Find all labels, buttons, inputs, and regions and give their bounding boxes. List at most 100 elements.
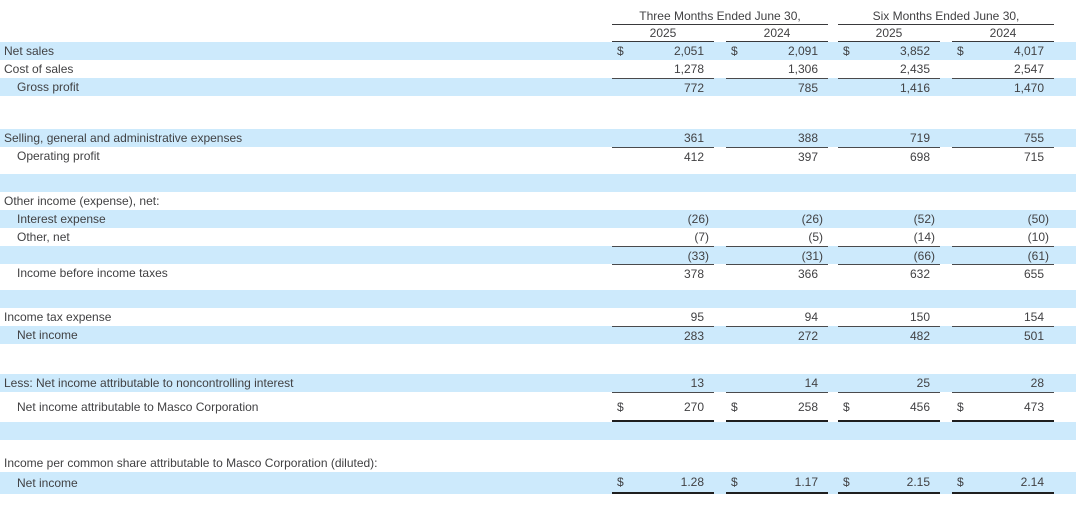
row-label: Selling, general and administrative expe…: [4, 131, 243, 145]
value-cell: 2,435: [838, 60, 940, 78]
value-cell: 378: [612, 264, 714, 282]
spacer-row: [0, 344, 1076, 374]
column-gap: [828, 210, 838, 228]
table-row: Other, net (7) (5) (14) (10): [0, 228, 1076, 246]
value-cell: 95: [612, 308, 714, 326]
row-label: Net income attributable to Masco Corpora…: [17, 400, 259, 414]
row-right-filler: [1054, 8, 1076, 25]
table-row: Income tax expense 95 94 150 154: [0, 308, 1076, 326]
value-cell: [726, 454, 828, 472]
row-label: Operating profit: [17, 149, 100, 163]
value-cell: $270: [612, 392, 714, 422]
cell-value: 2,435: [899, 62, 930, 76]
value-cell: (31): [726, 246, 828, 264]
column-gap: [828, 472, 838, 494]
column-gap: [828, 192, 838, 210]
column-gap: [828, 246, 838, 264]
cell-value: 412: [683, 149, 704, 164]
column-gap: [828, 228, 838, 246]
cell-value: 95: [690, 310, 704, 324]
value-cell: [838, 192, 940, 210]
cell-value: 655: [1023, 266, 1044, 281]
spacer-row: [0, 290, 1076, 308]
header-label-spacer: [0, 8, 612, 25]
table-row: Net income attributable to Masco Corpora…: [0, 392, 1076, 422]
header-label-spacer: [0, 25, 612, 42]
cell-value: 456: [909, 399, 930, 414]
cell-value: 2,547: [1013, 62, 1044, 76]
column-gap: [828, 326, 838, 344]
column-gap: [940, 326, 952, 344]
value-cell: 715: [952, 147, 1054, 165]
value-cell: (10): [952, 228, 1054, 246]
row-label: Gross profit: [17, 80, 80, 94]
value-cell: 366: [726, 264, 828, 282]
cell-value: 473: [1023, 399, 1044, 414]
currency-symbol: $: [843, 475, 850, 489]
cell-value: 632: [909, 266, 930, 281]
row-label: Interest expense: [17, 212, 106, 226]
column-gap: [940, 42, 952, 60]
cell-value: 13: [690, 376, 704, 390]
currency-symbol: $: [843, 399, 850, 414]
column-gap: [714, 246, 726, 264]
cell-value: 785: [797, 80, 818, 95]
row-right-filler: [1054, 147, 1076, 165]
year-label-6mo-2024: 2024: [952, 25, 1054, 42]
value-cell: $3,852: [838, 42, 940, 60]
cell-value: 698: [909, 149, 930, 164]
cell-value: 1,278: [673, 62, 704, 76]
table-row: Net income $1.28 $1.17 $2.15 $2.14: [0, 472, 1076, 494]
row-right-filler: [1054, 374, 1076, 392]
cell-value: 258: [797, 399, 818, 414]
column-gap: [828, 78, 838, 96]
value-cell: [838, 454, 940, 472]
cell-value: 2,051: [673, 44, 704, 58]
value-cell: (26): [726, 210, 828, 228]
table-row: Net sales $2,051 $2,091 $3,852 $4,017: [0, 42, 1076, 60]
spacer-row: [0, 174, 1076, 192]
column-gap: [714, 147, 726, 165]
column-gap: [940, 210, 952, 228]
spacer-row: [0, 96, 1076, 129]
income-statement-table: Three Months Ended June 30, Six Months E…: [0, 8, 1076, 494]
cell-value: 719: [909, 131, 930, 145]
table-row: Income per common share attributable to …: [0, 454, 1076, 472]
value-cell: (33): [612, 246, 714, 264]
value-cell: 154: [952, 308, 1054, 326]
cell-value: 28: [1030, 376, 1044, 390]
cell-value: 501: [1023, 328, 1044, 343]
value-cell: (66): [838, 246, 940, 264]
column-gap: [828, 392, 838, 422]
row-label: Other, net: [17, 230, 70, 244]
year-label-3mo-2025: 2025: [612, 25, 714, 42]
column-gap: [714, 129, 726, 147]
cell-value: (10): [1027, 230, 1049, 244]
row-right-filler: [1054, 308, 1076, 326]
value-cell: $456: [838, 392, 940, 422]
cell-value: 1.17: [794, 475, 818, 489]
column-gap: [714, 228, 726, 246]
row-right-filler: [1054, 192, 1076, 210]
row-label: Income tax expense: [4, 310, 112, 324]
column-gap: [714, 472, 726, 494]
currency-symbol: $: [731, 399, 738, 414]
cell-value: 2.14: [1020, 475, 1044, 489]
value-cell: (50): [952, 210, 1054, 228]
cell-value: 2,091: [787, 44, 818, 58]
cell-value: 150: [909, 310, 930, 324]
row-right-filler: [1054, 454, 1076, 472]
value-cell: 14: [726, 374, 828, 392]
column-gap: [828, 147, 838, 165]
cell-value: (66): [913, 248, 935, 263]
spacer-row: [0, 282, 1076, 290]
column-gap: [940, 60, 952, 78]
year-label-3mo-2024: 2024: [726, 25, 828, 42]
row-label: Income before income taxes: [17, 266, 168, 280]
value-cell: (52): [838, 210, 940, 228]
value-cell: 785: [726, 78, 828, 96]
table-row: Gross profit 772 785 1,416 1,470: [0, 78, 1076, 96]
period-group-six-months: Six Months Ended June 30,: [838, 8, 1054, 25]
row-right-filler: [1054, 264, 1076, 282]
column-gap: [714, 392, 726, 422]
